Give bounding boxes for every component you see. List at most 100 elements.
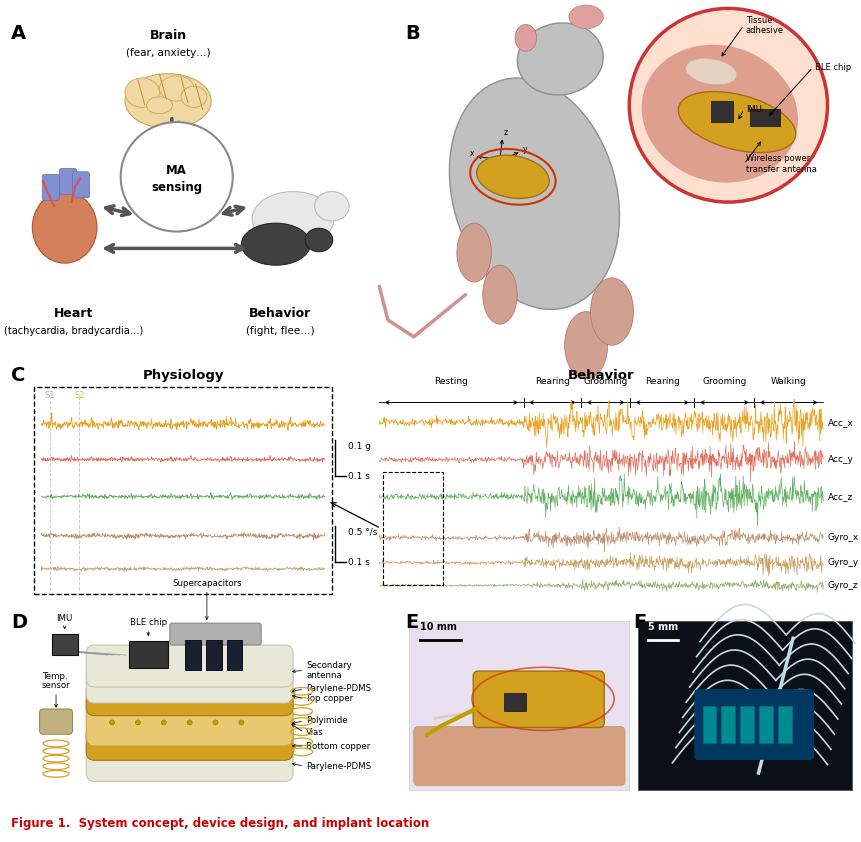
Ellipse shape: [515, 24, 536, 51]
Text: Parylene-PDMS: Parylene-PDMS: [306, 685, 371, 693]
Text: S1: S1: [45, 391, 55, 400]
Ellipse shape: [181, 87, 207, 107]
Text: Top copper: Top copper: [306, 695, 353, 703]
FancyBboxPatch shape: [694, 690, 813, 759]
Text: Vias: Vias: [306, 728, 324, 737]
FancyBboxPatch shape: [34, 387, 331, 594]
FancyBboxPatch shape: [86, 682, 293, 716]
Text: BLE chip: BLE chip: [814, 63, 850, 72]
Text: Parylene-PDMS: Parylene-PDMS: [306, 762, 371, 770]
Text: Behavior: Behavior: [249, 307, 311, 320]
Text: MA: MA: [166, 163, 187, 177]
FancyBboxPatch shape: [413, 727, 624, 786]
Text: 0.1 s: 0.1 s: [348, 472, 369, 481]
FancyBboxPatch shape: [226, 640, 242, 670]
Text: D: D: [11, 613, 28, 632]
Text: S2: S2: [74, 391, 84, 400]
Text: Temp.
sensor: Temp. sensor: [41, 672, 71, 690]
Text: Acc_z: Acc_z: [827, 493, 852, 501]
Text: 0.1 g: 0.1 g: [348, 442, 371, 450]
FancyBboxPatch shape: [504, 693, 525, 711]
Circle shape: [629, 8, 827, 202]
Text: Brain: Brain: [149, 29, 187, 42]
Text: Walking: Walking: [770, 376, 806, 386]
Text: 5 mm: 5 mm: [647, 621, 678, 632]
Text: x: x: [469, 149, 474, 157]
Ellipse shape: [449, 78, 619, 309]
Text: (tachycardia, bradycardia…): (tachycardia, bradycardia…): [3, 326, 143, 336]
Ellipse shape: [33, 192, 97, 263]
FancyBboxPatch shape: [129, 641, 168, 668]
Text: Heart: Heart: [53, 307, 93, 320]
Ellipse shape: [125, 73, 211, 128]
Text: Behavior: Behavior: [567, 370, 634, 382]
FancyBboxPatch shape: [759, 706, 772, 743]
Ellipse shape: [482, 265, 517, 324]
FancyBboxPatch shape: [721, 706, 734, 743]
Text: Polyimide: Polyimide: [306, 717, 347, 725]
Text: Figure 1.  System concept, device design, and implant location: Figure 1. System concept, device design,…: [11, 817, 429, 829]
Text: A: A: [11, 24, 27, 43]
Text: Grooming: Grooming: [702, 376, 746, 386]
Ellipse shape: [678, 92, 795, 152]
Circle shape: [161, 720, 166, 725]
Ellipse shape: [641, 45, 797, 183]
FancyBboxPatch shape: [86, 694, 293, 746]
Ellipse shape: [252, 191, 334, 246]
Text: Rearing: Rearing: [644, 376, 679, 386]
Text: Gyro_x: Gyro_x: [827, 534, 858, 542]
Text: Physiology: Physiology: [142, 370, 224, 382]
Text: Wireless power
transfer antenna: Wireless power transfer antenna: [745, 154, 815, 174]
Text: Secondary
antenna: Secondary antenna: [306, 661, 351, 679]
Text: y: y: [522, 145, 526, 153]
Text: B: B: [405, 24, 419, 43]
Ellipse shape: [476, 155, 548, 199]
Text: C: C: [11, 366, 26, 386]
FancyBboxPatch shape: [777, 706, 791, 743]
Text: (fear, anxiety…): (fear, anxiety…): [126, 48, 210, 58]
FancyBboxPatch shape: [702, 706, 715, 743]
Ellipse shape: [125, 77, 159, 107]
Text: z: z: [503, 128, 507, 136]
Ellipse shape: [146, 97, 172, 114]
FancyBboxPatch shape: [86, 665, 293, 703]
FancyBboxPatch shape: [86, 725, 293, 760]
Text: Acc_y: Acc_y: [827, 455, 852, 464]
Ellipse shape: [456, 223, 491, 282]
FancyBboxPatch shape: [749, 109, 779, 126]
Text: 10 mm: 10 mm: [419, 621, 456, 632]
FancyBboxPatch shape: [42, 174, 59, 200]
Text: Rearing: Rearing: [535, 376, 569, 386]
Text: 0.1 s: 0.1 s: [348, 558, 369, 567]
FancyBboxPatch shape: [710, 101, 732, 122]
FancyBboxPatch shape: [694, 690, 813, 759]
FancyBboxPatch shape: [72, 172, 90, 198]
Ellipse shape: [241, 223, 310, 265]
FancyBboxPatch shape: [40, 709, 72, 734]
FancyBboxPatch shape: [86, 738, 293, 781]
Text: E: E: [405, 613, 418, 632]
FancyBboxPatch shape: [59, 168, 77, 195]
FancyBboxPatch shape: [409, 621, 629, 790]
Text: Resting: Resting: [434, 376, 468, 386]
Text: Tissue
adhesive: Tissue adhesive: [745, 15, 783, 35]
Ellipse shape: [684, 58, 736, 85]
FancyBboxPatch shape: [185, 640, 201, 670]
Text: Grooming: Grooming: [583, 376, 627, 386]
Circle shape: [187, 720, 192, 725]
Circle shape: [135, 720, 140, 725]
Text: sensing: sensing: [151, 181, 202, 195]
Text: IMU: IMU: [57, 614, 72, 623]
FancyBboxPatch shape: [52, 634, 77, 655]
Text: (fight, flee…): (fight, flee…): [245, 326, 314, 336]
Circle shape: [238, 720, 244, 725]
FancyBboxPatch shape: [637, 621, 851, 790]
Text: F: F: [633, 613, 646, 632]
Ellipse shape: [568, 5, 603, 29]
Ellipse shape: [517, 23, 603, 95]
FancyBboxPatch shape: [170, 623, 261, 645]
Text: Supercapacitors: Supercapacitors: [172, 578, 241, 588]
Text: Acc_x: Acc_x: [827, 418, 852, 427]
Ellipse shape: [564, 312, 607, 379]
Text: BLE chip: BLE chip: [129, 618, 167, 627]
